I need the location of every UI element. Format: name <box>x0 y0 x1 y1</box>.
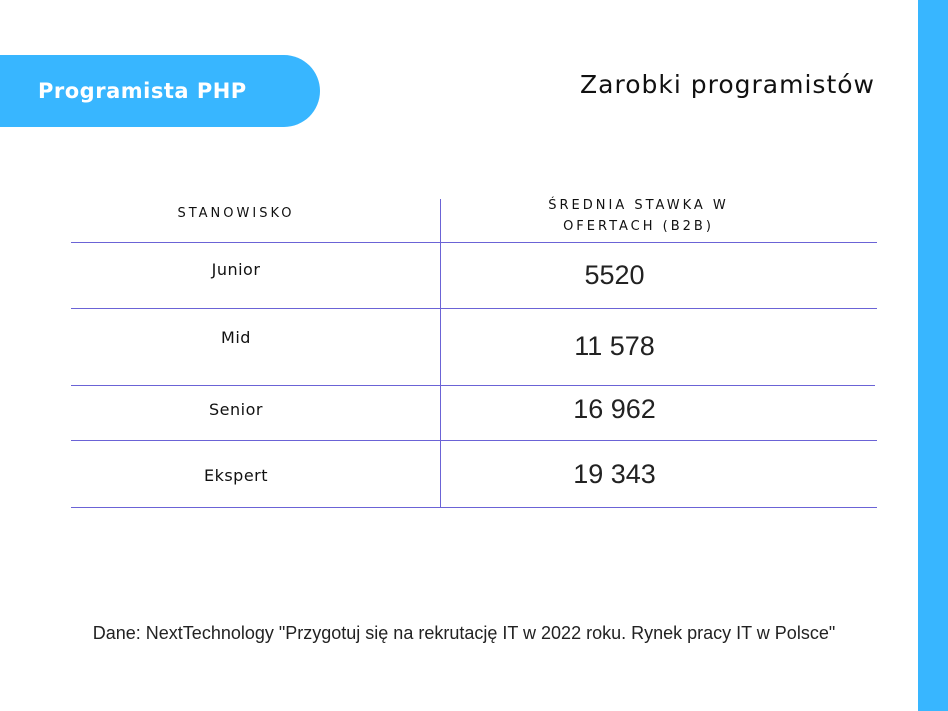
source-note: Dane: NextTechnology "Przygotuj się na r… <box>92 623 836 643</box>
category-badge: Programista PHP <box>0 55 320 127</box>
row-divider <box>71 242 877 243</box>
category-badge-label: Programista PHP <box>38 79 247 103</box>
column-divider <box>440 199 441 508</box>
table-row-value: 19 343 <box>573 458 656 489</box>
table-row-value: 11 578 <box>574 330 655 361</box>
header-position: STANOWISKO <box>177 205 295 221</box>
row-divider <box>71 385 875 386</box>
page-title: Zarobki programistów <box>580 70 875 99</box>
row-divider <box>71 507 877 508</box>
header-rate: ŚREDNIA STAWKA W OFERTACH (B2B) <box>548 198 729 234</box>
row-divider <box>71 308 877 309</box>
table-row-position: Ekspert <box>203 465 269 485</box>
row-divider <box>71 440 877 441</box>
table-row-value: 16 962 <box>573 393 656 424</box>
salary-table: STANOWISKO ŚREDNIA STAWKA W OFERTACH (B2… <box>71 195 877 508</box>
table-row-position: Senior <box>209 399 263 419</box>
table-row-value: 5520 <box>584 259 645 290</box>
right-accent-stripe <box>918 0 948 711</box>
table-row-position: Junior <box>211 259 261 279</box>
table-row-position: Mid <box>221 327 251 347</box>
